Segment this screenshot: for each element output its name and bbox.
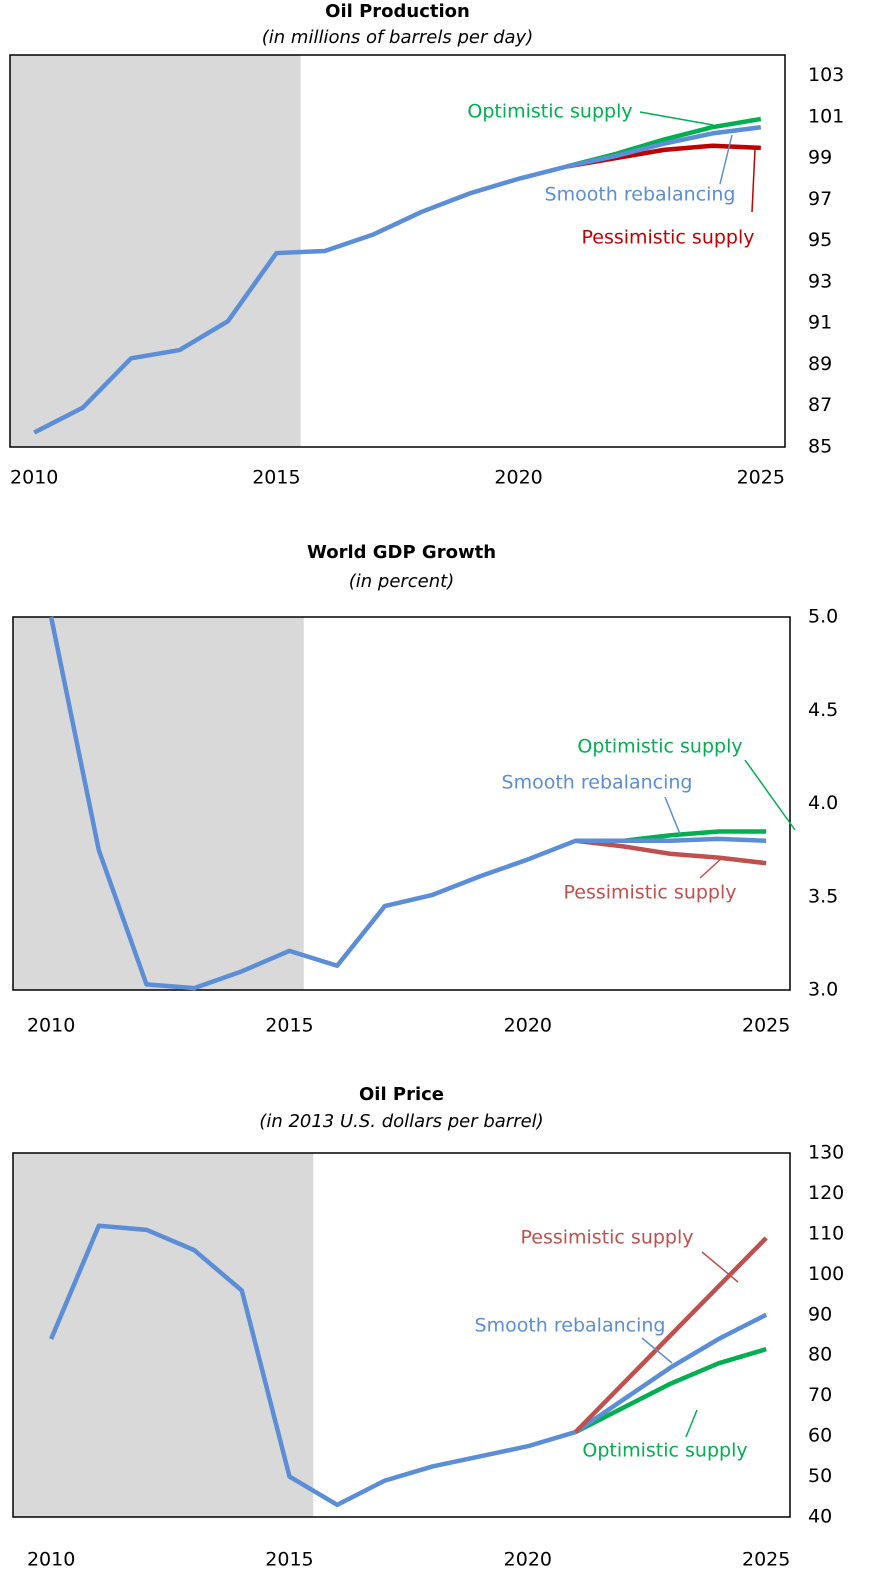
y-tick-label: 70: [808, 1384, 832, 1406]
chart-title: Oil Production: [325, 1, 470, 22]
leader-line: [719, 134, 733, 185]
leader-line: [699, 857, 723, 879]
plot-frame: [12, 1152, 791, 1518]
y-tick-label: 4.5: [808, 699, 838, 721]
x-tick-label: 2015: [265, 1015, 313, 1037]
y-tick-label: 103: [808, 64, 844, 86]
plot-frame: [9, 54, 786, 448]
x-tick-label: 2015: [265, 1549, 313, 1571]
y-tick-label: 91: [808, 312, 832, 334]
x-tick-label: 2010: [27, 1015, 75, 1037]
y-tick-label: 4.0: [808, 792, 838, 814]
y-tick-label: 80: [808, 1344, 832, 1366]
series-label: Optimistic supply: [577, 736, 742, 758]
series-line: [575, 838, 767, 866]
leader-line: [751, 148, 756, 213]
y-tick-label: 95: [808, 229, 832, 251]
series-label: Smooth rebalancing: [475, 1315, 666, 1337]
y-tick-label: 99: [808, 147, 832, 169]
y-tick-label: 89: [808, 353, 832, 375]
x-tick-label: 2010: [10, 467, 58, 489]
series-label: Pessimistic supply: [520, 1227, 693, 1249]
y-tick-label: 101: [808, 105, 844, 127]
y-tick-label: 120: [808, 1182, 844, 1204]
shaded-region: [10, 55, 301, 447]
leader-line: [639, 111, 714, 126]
leader-line: [744, 759, 796, 831]
x-tick-label: 2010: [27, 1549, 75, 1571]
chart-title: World GDP Growth: [307, 542, 496, 563]
shaded-region: [13, 617, 304, 990]
x-tick-label: 2020: [504, 1549, 552, 1571]
chart-subtitle: (in millions of barrels per day): [262, 27, 533, 48]
y-tick-label: 3.5: [808, 885, 838, 907]
series-line: [49, 1223, 768, 1508]
leader-line: [685, 1409, 698, 1438]
series-line: [574, 1347, 767, 1435]
y-tick-label: 40: [808, 1506, 832, 1528]
y-tick-label: 93: [808, 270, 832, 292]
x-tick-label: 2015: [252, 467, 300, 489]
y-tick-label: 5.0: [808, 606, 838, 628]
y-tick-label: 130: [808, 1142, 844, 1164]
x-tick-label: 2020: [504, 1015, 552, 1037]
chart-subtitle: (in 2013 U.S. dollars per barrel): [259, 1111, 543, 1132]
series-label: Pessimistic supply: [581, 227, 754, 249]
series-label: Smooth rebalancing: [502, 772, 693, 794]
series-label: Pessimistic supply: [563, 882, 736, 904]
leader-line: [701, 1251, 739, 1283]
x-tick-label: 2025: [742, 1015, 790, 1037]
chart-title: Oil Price: [359, 1084, 444, 1105]
series-label: Smooth rebalancing: [545, 184, 736, 206]
chart-subtitle: (in percent): [349, 571, 455, 592]
x-tick-label: 2025: [742, 1549, 790, 1571]
y-tick-label: 87: [808, 394, 832, 416]
shaded-region: [13, 1153, 314, 1517]
series-line: [48, 616, 767, 991]
plot-frame: [12, 616, 791, 991]
series-label: Optimistic supply: [582, 1440, 747, 1462]
y-tick-label: 3.0: [808, 979, 838, 1001]
y-tick-label: 85: [808, 436, 832, 458]
y-tick-label: 50: [808, 1465, 832, 1487]
leader-line: [664, 796, 681, 835]
series-label: Optimistic supply: [467, 101, 632, 123]
y-tick-label: 90: [808, 1303, 832, 1325]
leader-line: [641, 1337, 673, 1364]
y-tick-label: 110: [808, 1222, 844, 1244]
series-line: [573, 1236, 768, 1434]
series-line: [33, 124, 762, 435]
series-line: [566, 143, 761, 169]
y-tick-label: 100: [808, 1263, 844, 1285]
x-tick-label: 2025: [737, 467, 785, 489]
x-tick-label: 2020: [494, 467, 542, 489]
y-tick-label: 60: [808, 1425, 832, 1447]
y-tick-label: 97: [808, 188, 832, 210]
